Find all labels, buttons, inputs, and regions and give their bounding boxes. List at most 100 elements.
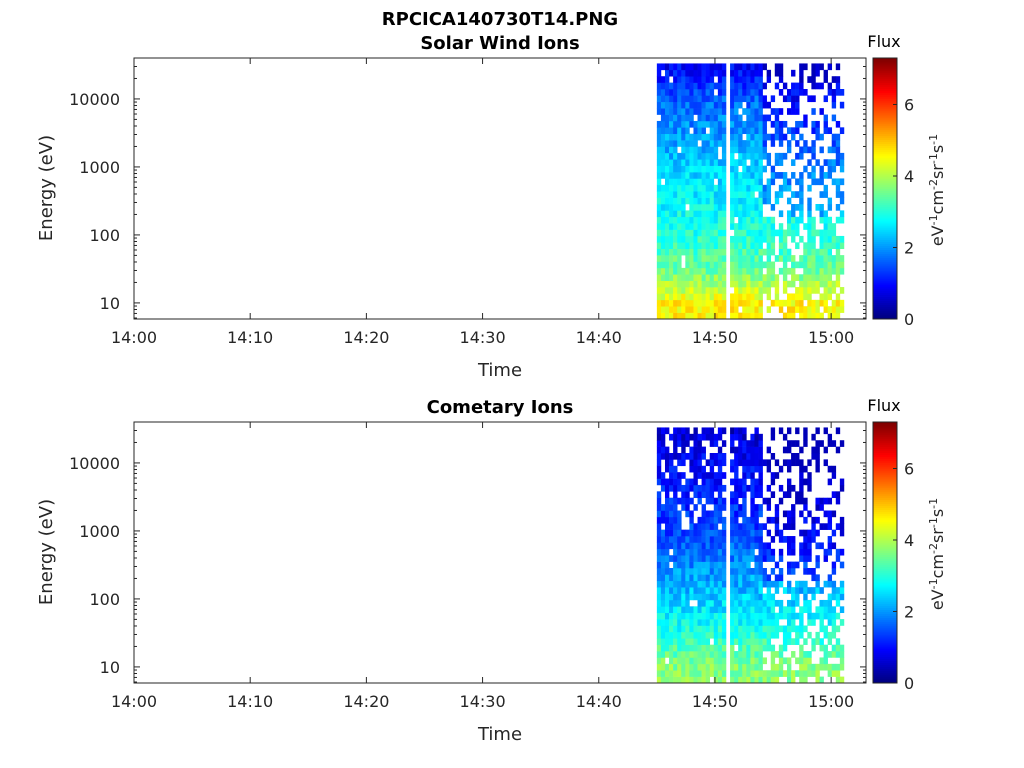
heatmap-cell <box>774 612 780 620</box>
heatmap-cell <box>709 248 715 256</box>
heatmap-cell <box>770 433 776 441</box>
heatmap-cell <box>701 63 706 71</box>
heatmap-cell <box>734 580 739 588</box>
heatmap-cell <box>693 127 698 135</box>
heatmap-cell <box>758 312 763 320</box>
heatmap-cell <box>730 178 735 186</box>
heatmap-cell <box>774 670 780 677</box>
heatmap-cell <box>673 427 678 435</box>
heatmap-cell <box>734 261 739 269</box>
heatmap-cell <box>697 127 702 135</box>
heatmap-cell <box>807 478 812 486</box>
heatmap-cell <box>656 178 662 186</box>
heatmap-cell <box>677 625 682 633</box>
heatmap-cell <box>660 108 666 115</box>
heatmap-cell <box>811 223 816 230</box>
colorbar-segment <box>873 568 897 572</box>
heatmap-cell <box>709 491 715 499</box>
colorbar-tick-label: 4 <box>904 167 914 186</box>
heatmap-cell <box>697 472 702 479</box>
heatmap-cell <box>762 606 767 614</box>
heatmap-cell <box>786 446 792 454</box>
heatmap-cell <box>693 133 698 141</box>
heatmap-cell <box>795 140 800 147</box>
heatmap-cell <box>754 619 759 626</box>
heatmap-cell <box>689 644 694 652</box>
heatmap-cell <box>835 248 841 256</box>
heatmap-cell <box>656 95 662 103</box>
heatmap-cell <box>705 89 711 96</box>
heatmap-cell <box>770 619 776 626</box>
heatmap-cell <box>685 548 690 556</box>
heatmap-cell <box>746 261 751 269</box>
heatmap-cell <box>766 197 772 205</box>
heatmap-cell <box>839 580 845 588</box>
heatmap-cell <box>738 140 743 147</box>
heatmap-cell <box>734 523 739 530</box>
heatmap-cell <box>681 593 686 601</box>
heatmap-cell <box>717 561 723 569</box>
heatmap-cell <box>746 676 751 684</box>
heatmap-cell <box>746 165 751 173</box>
heatmap-cell <box>754 76 759 83</box>
heatmap-cell <box>664 255 670 262</box>
heatmap-cell <box>689 638 694 645</box>
heatmap-cell <box>778 210 784 218</box>
heatmap-cell <box>709 69 715 77</box>
heatmap-cell <box>669 248 674 256</box>
heatmap-cell <box>721 274 727 281</box>
heatmap-cell <box>827 593 833 601</box>
heatmap-cell <box>660 114 666 122</box>
heatmap-cell <box>660 472 666 479</box>
heatmap-cell <box>713 548 719 556</box>
heatmap-cell <box>673 172 678 179</box>
heatmap-cell <box>673 152 678 160</box>
heatmap-cell <box>681 274 686 281</box>
colorbar-segment <box>873 151 897 155</box>
heatmap-cell <box>705 242 711 250</box>
heatmap-cell <box>705 248 711 256</box>
heatmap-cell <box>742 248 747 256</box>
heatmap-cell <box>786 216 792 224</box>
heatmap-cell <box>713 638 719 645</box>
heatmap-cell <box>669 606 674 614</box>
heatmap-cell <box>673 159 678 166</box>
heatmap-cell <box>685 255 690 262</box>
heatmap-cell <box>831 235 837 243</box>
heatmap-cell <box>660 536 666 543</box>
heatmap-cell <box>758 274 763 281</box>
heatmap-cell <box>803 306 808 313</box>
heatmap-cell <box>693 120 698 128</box>
heatmap-cell <box>717 638 723 645</box>
heatmap-cell <box>693 108 698 115</box>
heatmap-cell <box>734 89 739 96</box>
heatmap-cell <box>742 516 747 524</box>
heatmap-cell <box>754 95 759 103</box>
heatmap-cell <box>689 197 694 205</box>
heatmap-cell <box>677 140 682 147</box>
colorbar-segment <box>873 442 897 445</box>
heatmap-cell <box>819 108 824 115</box>
heatmap-cell <box>819 242 824 250</box>
heatmap-cell <box>750 510 755 518</box>
heatmap-cell <box>705 267 711 275</box>
heatmap-cell <box>677 670 682 677</box>
heatmap-cell <box>770 216 776 224</box>
heatmap-cell <box>778 599 784 607</box>
heatmap-cell <box>795 580 800 588</box>
heatmap-cell <box>721 95 727 103</box>
heatmap-cell <box>664 497 670 505</box>
heatmap-cell <box>762 593 767 601</box>
heatmap-cell <box>807 657 812 665</box>
heatmap-cell <box>673 504 678 511</box>
heatmap-cell <box>685 178 690 186</box>
heatmap-cell <box>660 146 666 154</box>
colorbar-tick-label: 2 <box>904 602 914 621</box>
x-tick-label: 14:00 <box>111 328 157 347</box>
colorbar-segment <box>873 564 897 568</box>
heatmap-cell <box>750 676 755 684</box>
heatmap-cell <box>774 459 780 467</box>
heatmap-cell <box>750 491 755 499</box>
heatmap-cell <box>827 516 833 524</box>
heatmap-cell <box>835 82 841 90</box>
